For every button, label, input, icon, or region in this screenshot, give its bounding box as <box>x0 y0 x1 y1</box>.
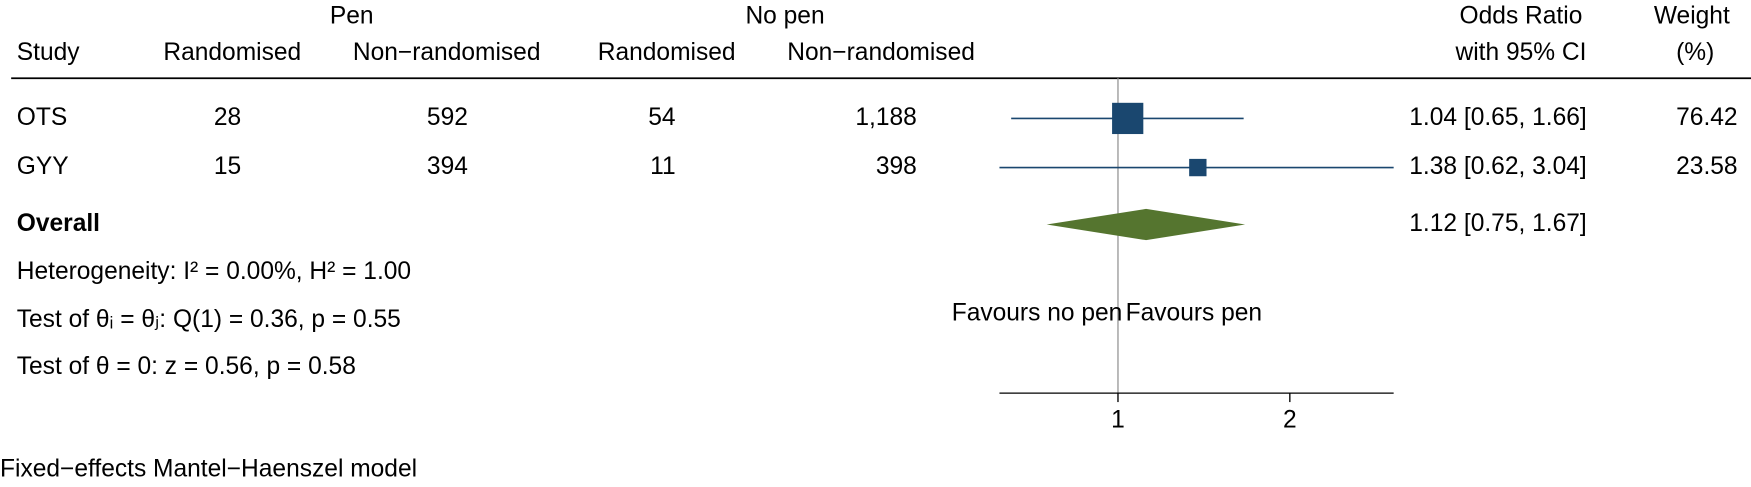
favours-label: Favours pen <box>1126 299 1262 326</box>
study-label: OTS <box>17 104 67 131</box>
table-cell: 1,188 <box>855 104 916 131</box>
overall-diamond <box>1046 208 1246 241</box>
column-header: Randomised <box>598 39 736 66</box>
overall-effect-label: 1.12 [0.75, 1.67] <box>1409 210 1586 237</box>
column-header: Weight <box>1654 2 1730 29</box>
table-cell: 592 <box>427 104 468 131</box>
model-note: Fixed−effects Mantel−Haenszel model <box>0 456 417 483</box>
column-header: Study <box>17 39 80 66</box>
x-tick-label: 2 <box>1283 407 1297 434</box>
favours-label: Favours no pen <box>952 299 1123 326</box>
group-header: Pen <box>330 2 374 29</box>
weight-label: 76.42 <box>1676 104 1737 131</box>
effect-square <box>1189 158 1207 177</box>
overall-label: Overall <box>17 210 100 237</box>
column-header: Odds Ratio <box>1460 2 1583 29</box>
group-header: No pen <box>745 2 824 29</box>
table-cell: 28 <box>214 104 241 131</box>
effect-square <box>1112 102 1144 135</box>
stat-line: Test of θ = 0: z = 0.56, p = 0.58 <box>17 353 356 380</box>
table-cell: 15 <box>214 153 241 180</box>
stat-line: Heterogeneity: I² = 0.00%, H² = 1.00 <box>17 258 411 285</box>
table-cell: 11 <box>650 153 675 180</box>
column-header: Non−randomised <box>787 39 975 66</box>
table-cell: 394 <box>427 153 468 180</box>
column-header: with 95% CI <box>1454 39 1586 66</box>
table-cell: 398 <box>876 153 917 180</box>
effect-label: 1.38 [0.62, 3.04] <box>1409 153 1586 180</box>
x-tick-label: 1 <box>1111 407 1125 434</box>
effect-label: 1.04 [0.65, 1.66] <box>1409 104 1586 131</box>
column-header: Non−randomised <box>353 39 541 66</box>
column-header: (%) <box>1676 39 1714 66</box>
study-label: GYY <box>17 153 69 180</box>
table-cell: 54 <box>648 104 675 131</box>
column-header: Randomised <box>163 39 301 66</box>
weight-label: 23.58 <box>1676 153 1737 180</box>
stat-line: Test of θᵢ = θⱼ: Q(1) = 0.36, p = 0.55 <box>17 306 401 333</box>
